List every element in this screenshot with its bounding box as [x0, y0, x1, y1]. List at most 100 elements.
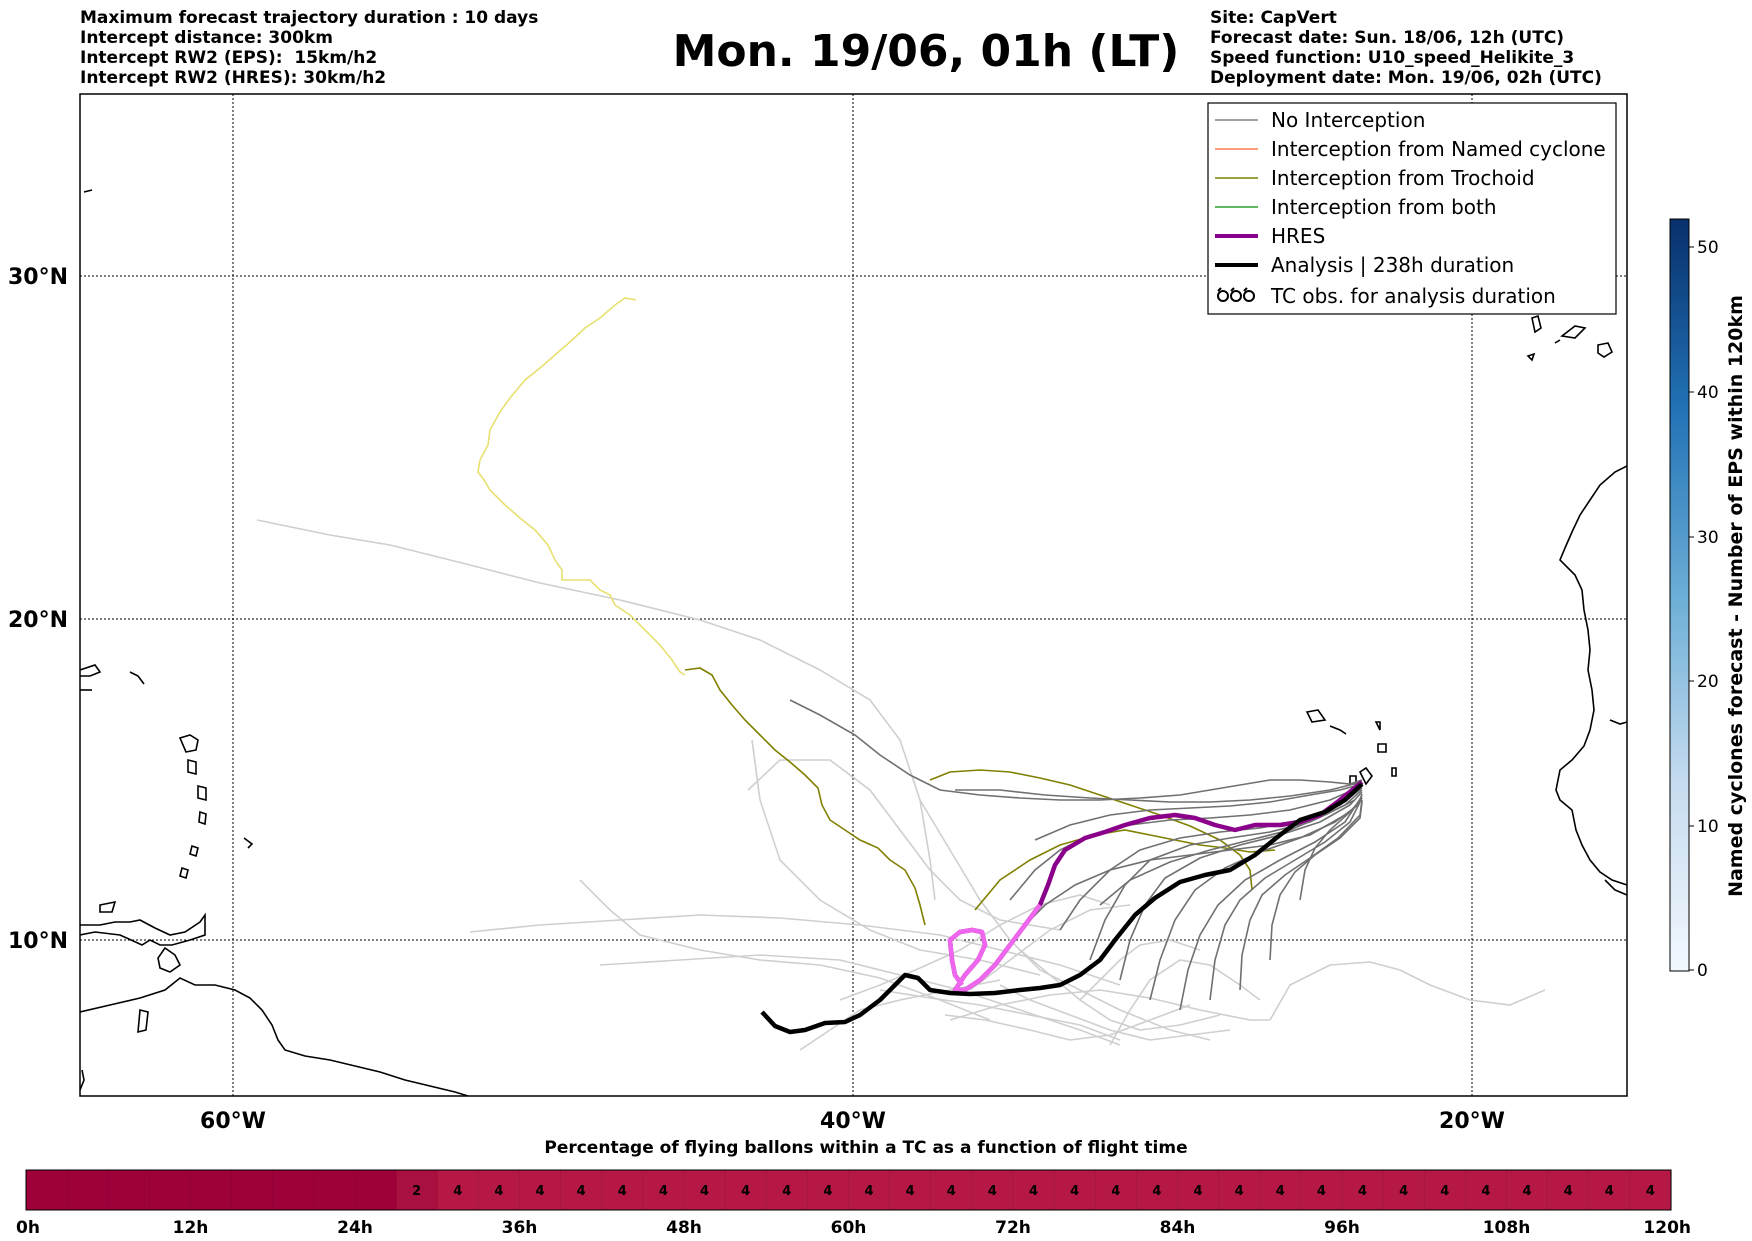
trajectory-light	[839, 894, 1111, 1001]
percentage-bar-cell-value: 4	[1646, 1184, 1655, 1199]
percentage-bar-cell	[313, 1169, 356, 1211]
coast-island-f	[129, 671, 145, 685]
colorbar-tick-label: 30	[1697, 528, 1719, 548]
percentage-bar-cell-value: 4	[947, 1184, 956, 1199]
coast-africa	[1555, 465, 1627, 886]
percentage-bar-tick-label: 120h	[1643, 1218, 1691, 1238]
trajectory-analysis	[760, 782, 1364, 1035]
trajectory-light	[879, 989, 1121, 1041]
coast-africa-detail-a	[1609, 719, 1627, 725]
percentage-bar-cell-value: 4	[1440, 1184, 1449, 1199]
lat-label-20n: 20°N	[8, 608, 68, 633]
percentage-bar-cell	[1506, 1169, 1549, 1211]
header-right-line: Forecast date: Sun. 18/06, 12h (UTC)	[1210, 28, 1565, 48]
trajectory-no-interception	[1239, 799, 1363, 991]
coast-sa-west	[80, 1069, 85, 1091]
percentage-bar-cell	[107, 1169, 151, 1211]
coast-island-a	[157, 946, 182, 973]
trajectory-light	[944, 1004, 1191, 1041]
percentage-bar-cell	[272, 1169, 315, 1211]
trajectories-light	[256, 519, 1546, 1051]
trajectory-no-interception	[1009, 785, 1363, 901]
percentage-bar-cell	[1629, 1169, 1672, 1211]
header-left-line: Intercept RW2 (EPS): 15km/h2	[80, 48, 378, 68]
coast-cv-a	[1305, 709, 1327, 723]
trajectory-trochoid	[684, 667, 926, 926]
percentage-bar: Percentage of flying ballons within a TC…	[16, 1138, 1691, 1238]
lon-label-20w: 20°W	[1439, 1109, 1505, 1134]
percentage-bar-cell-value: 4	[536, 1184, 545, 1199]
coast-canary-b	[1560, 325, 1587, 339]
coast-canary-d	[1554, 339, 1561, 344]
percentage-bar-cell-value: 4	[453, 1184, 462, 1199]
percentage-bar-cell	[601, 1169, 644, 1211]
coast-canary-a	[1531, 314, 1542, 334]
legend-box	[1207, 102, 1617, 315]
coast-hispaniola	[80, 912, 206, 946]
trajectory-no-interception	[789, 699, 1363, 801]
percentage-bar-ticks: 0h 12h 24h 36h 48h 60h 72h 84h 96h 108h 120h	[16, 1218, 1691, 1238]
percentage-bar-cell-value: 4	[1358, 1184, 1367, 1199]
coast-island-g	[178, 734, 199, 753]
legend-label: TC obs. for analysis duration	[1270, 284, 1556, 308]
percentage-bar-cell-value: 4	[1194, 1184, 1203, 1199]
lat-label-30n: 30°N	[8, 265, 68, 290]
percentage-bar-cell	[1053, 1169, 1097, 1211]
trajectory-hres-early	[947, 903, 1042, 993]
percentage-bar-cell-value: 4	[1235, 1184, 1244, 1199]
coast-south-america	[80, 977, 469, 1096]
coast-island-i	[197, 784, 207, 802]
percentage-bar-cell-value: 4	[577, 1184, 586, 1199]
percentage-bar-cell	[1382, 1169, 1426, 1211]
colorbar-tick-label: 10	[1697, 817, 1719, 837]
coast-cv-f	[1358, 766, 1373, 786]
percentage-bar-cell-value: 4	[1399, 1184, 1408, 1199]
percentage-bar-cell-value: 2	[412, 1184, 421, 1199]
percentage-bar-cell-value: 4	[1276, 1184, 1285, 1199]
percentage-bar-cell	[190, 1169, 233, 1211]
percentage-bar-cell	[231, 1169, 274, 1211]
legend-label: Interception from Trochoid	[1271, 166, 1535, 190]
trajectory-light	[999, 984, 1231, 1041]
percentage-bar-tick-label: 60h	[831, 1218, 867, 1238]
percentage-bar-cell-value: 4	[1605, 1184, 1614, 1199]
header-info-left: Maximum forecast trajectory duration : 1…	[80, 8, 538, 88]
lat-label-10n: 10°N	[8, 929, 68, 954]
percentage-bar-cell	[395, 1169, 439, 1211]
coast-island-h	[187, 758, 197, 776]
coast-canary-c	[1597, 342, 1614, 358]
percentage-bar-cell-value: 4	[494, 1184, 503, 1199]
percentage-bar-cell-value: 4	[741, 1184, 750, 1199]
trajectory-no-interception	[955, 781, 1363, 803]
trajectory-no-interception	[1034, 783, 1363, 841]
coast-canary-e	[1526, 352, 1536, 362]
trajectories-no-interception	[789, 699, 1363, 1011]
percentage-bar-cell-value: 4	[782, 1184, 791, 1199]
coast-cv-b	[1329, 725, 1347, 735]
percentage-bar-cell-value: 4	[1481, 1184, 1490, 1199]
trajectory-yellow	[477, 297, 686, 676]
map-frame	[79, 93, 1628, 1097]
trajectory-no-interception	[1299, 797, 1363, 901]
page-title: Mon. 19/06, 01h (LT)	[672, 26, 1180, 77]
coast-island-m	[243, 837, 254, 849]
colorbar-tick-label: 0	[1697, 961, 1708, 981]
coast-africa-detail-b	[1604, 879, 1627, 896]
colorbar-tick-label: 50	[1697, 238, 1719, 258]
percentage-bar-tick-label: 84h	[1160, 1218, 1196, 1238]
header-right-line: Deployment date: Mon. 19/06, 02h (UTC)	[1210, 68, 1602, 88]
percentage-bar-cell	[1588, 1169, 1631, 1211]
percentage-bar-cell	[436, 1169, 480, 1211]
coast-island-c	[99, 900, 117, 913]
percentage-bar-tick-label: 0h	[16, 1218, 40, 1238]
trajectory-light	[747, 759, 1061, 931]
percentage-bar-cell-value: 4	[700, 1184, 709, 1199]
percentage-bar-tick-label: 24h	[337, 1218, 373, 1238]
header-right-line: Speed function: U10_speed_Helikite_3	[1210, 48, 1575, 68]
percentage-bar-cell-value: 4	[1111, 1184, 1120, 1199]
percentage-bar-cell	[560, 1169, 603, 1211]
percentage-bar-cell-value: 4	[1523, 1184, 1532, 1199]
legend-label: HRES	[1271, 224, 1325, 248]
header-left-line: Intercept RW2 (HRES): 30km/h2	[80, 68, 387, 88]
percentage-bar-cell	[1300, 1169, 1343, 1211]
